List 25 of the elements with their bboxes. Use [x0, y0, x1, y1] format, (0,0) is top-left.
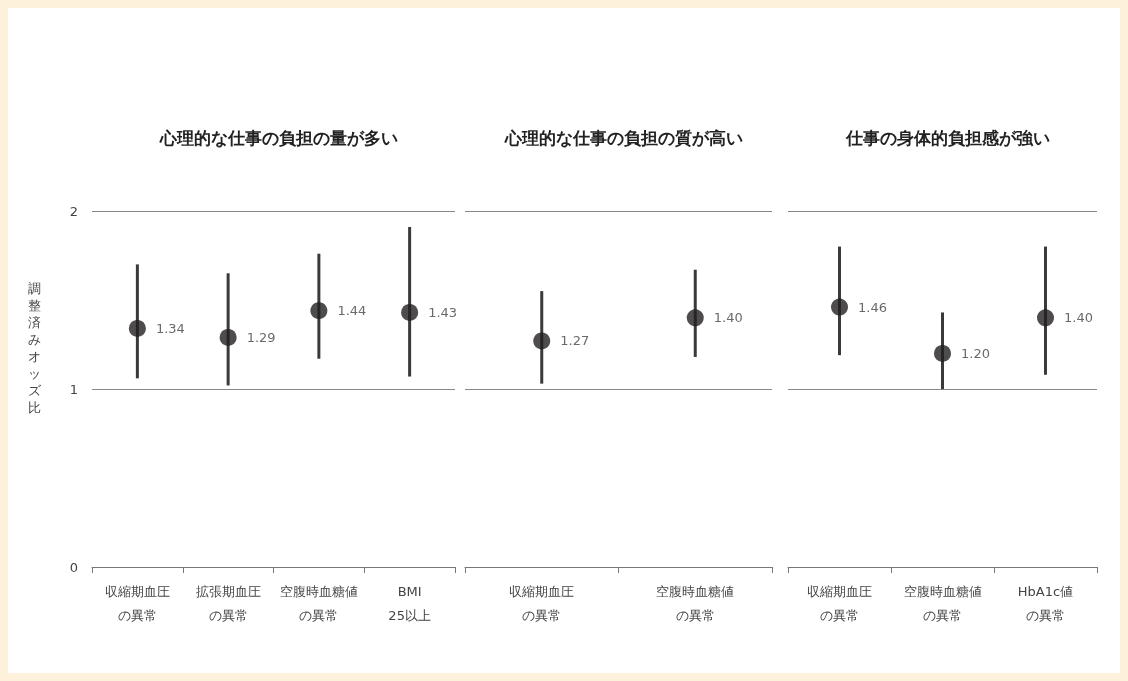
- chart-title: 心理的な仕事の負担の量が多い: [158, 127, 398, 148]
- data-label: 1.20: [961, 345, 990, 361]
- x-tick-label: 拡張期血圧の異常: [195, 583, 261, 623]
- x-tick-label: BMI 25以上: [388, 583, 431, 623]
- x-tick-label: 空腹時血糖値の異常: [656, 583, 735, 623]
- y-axis-title: 調整済みオッズ比: [28, 281, 42, 415]
- chart-title: 仕事の身体的負担感が強い: [844, 127, 1050, 148]
- data-label: 1.29: [246, 329, 276, 345]
- data-label: 1.44: [337, 303, 367, 319]
- data-label: 1.34: [155, 320, 185, 336]
- x-tick-label: 空腹時血糖値の異常: [903, 583, 982, 623]
- y-tick-label: 1: [69, 381, 78, 397]
- x-tick-label: 収縮期血圧の異常: [104, 583, 170, 623]
- data-label: 1.40: [1064, 310, 1093, 326]
- data-label: 1.46: [858, 299, 887, 315]
- y-tick-label: 2: [69, 203, 78, 219]
- x-tick-label: 収縮期血圧の異常: [807, 583, 872, 623]
- data-label: 1.27: [560, 333, 590, 349]
- x-tick-label: 収縮期血圧の異常: [509, 583, 575, 623]
- data-label: 1.43: [428, 304, 458, 320]
- x-tick-label: 空腹時血糖値の異常: [279, 583, 358, 623]
- x-tick-label: HbA1c値の異常: [1017, 583, 1074, 623]
- data-label: 1.40: [713, 310, 743, 326]
- y-tick-label: 0: [69, 559, 78, 575]
- chart-title: 心理的な仕事の負担の質が高い: [503, 127, 743, 148]
